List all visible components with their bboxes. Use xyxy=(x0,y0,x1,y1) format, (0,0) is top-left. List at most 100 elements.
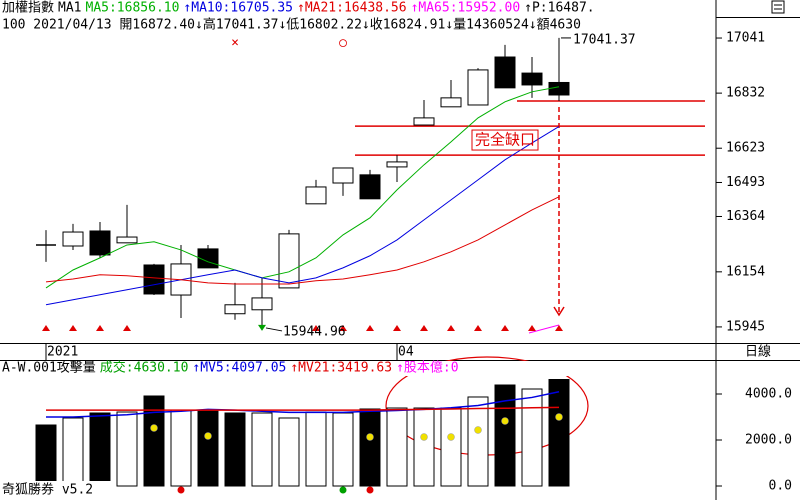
candle-body xyxy=(386,161,408,168)
signal-marker xyxy=(447,325,455,331)
signal-marker xyxy=(555,325,563,331)
ma-line xyxy=(45,86,560,289)
volume-bar xyxy=(494,384,516,487)
volume-bar xyxy=(413,407,435,487)
legend-text: ↑MA10:16705.35 xyxy=(183,1,293,16)
volume-bar xyxy=(89,412,111,487)
legend-text: MA5:16856.10 xyxy=(86,1,180,16)
signal-marker xyxy=(420,325,428,331)
indicator-dot xyxy=(150,424,158,432)
candle-body xyxy=(332,167,354,184)
legend-text: ↑MA21:16438.56 xyxy=(297,1,407,16)
low-arrow xyxy=(258,324,266,331)
y-tick-label: 16364 xyxy=(726,209,765,224)
annotation-symbol: ○ xyxy=(339,36,347,51)
window-icon xyxy=(771,0,785,14)
legend-text: ↑股本億:0 xyxy=(396,360,458,376)
candle-body xyxy=(251,297,273,311)
signal-marker xyxy=(339,325,347,331)
y-tick-label: 16493 xyxy=(726,175,765,190)
volume-bar xyxy=(548,379,570,487)
y-tick-label: 0.0 xyxy=(769,479,792,494)
indicator-dot xyxy=(555,413,563,421)
ma-line xyxy=(45,126,560,306)
y-tick-label: 4000.0 xyxy=(745,386,792,401)
gap-arrow-head xyxy=(553,306,565,317)
legend-text: MA1 xyxy=(58,1,81,16)
gap-label: 完全缺口 xyxy=(475,131,535,149)
y-tick-label: 2000.0 xyxy=(745,433,792,448)
gap-label-box xyxy=(471,129,539,151)
signal-marker xyxy=(69,325,77,331)
candle-body xyxy=(413,117,435,126)
signal-marker xyxy=(96,325,104,331)
candle-body xyxy=(143,264,165,295)
legend-text: 成交:4630.10 xyxy=(100,360,189,376)
signal-marker xyxy=(501,325,509,331)
info-line: 100 2021/04/13 開16872.40↓高17041.37↓低1680… xyxy=(2,17,581,33)
candle-body xyxy=(116,236,138,244)
volume-bar xyxy=(251,412,273,487)
indicator-dot xyxy=(447,433,455,441)
candle-body xyxy=(224,304,246,315)
signal-marker xyxy=(393,325,401,331)
indicator-dot xyxy=(501,417,509,425)
signal-marker xyxy=(528,325,536,331)
legend-text: A-W.001攻擊量 xyxy=(2,360,96,376)
ma-line xyxy=(45,196,560,285)
candle-body xyxy=(440,97,462,108)
header-bg xyxy=(0,361,715,376)
candle-body xyxy=(305,186,327,205)
volume-bar xyxy=(62,417,84,487)
y-tick-label: 16623 xyxy=(726,141,765,156)
candle-body xyxy=(467,69,489,106)
plot-area: 加權指數 MA1 MA5:16856.10 ↑MA10:16705.35 ↑MA21:1… xyxy=(0,1,715,499)
volume-bar xyxy=(197,409,219,487)
candle-body xyxy=(521,72,543,86)
indicator-dot xyxy=(366,433,374,441)
annotation: 17041.37 xyxy=(573,32,636,47)
legend-text: ↑MV5:4097.05 xyxy=(192,361,286,376)
volume-bar xyxy=(332,412,354,487)
volume-bar xyxy=(305,411,327,487)
volume-bar xyxy=(467,396,489,487)
volume-bar xyxy=(440,407,462,487)
volume-bar xyxy=(116,411,138,487)
y-tick-label: 16832 xyxy=(726,86,765,101)
annotation-symbol: × xyxy=(231,36,239,51)
y-tick-label: 16154 xyxy=(726,264,765,279)
volume-bar xyxy=(224,412,246,487)
signal-marker xyxy=(366,325,374,331)
candle-body xyxy=(359,174,381,200)
legend-text: ↑MV21:3419.63 xyxy=(290,361,392,376)
candle-body xyxy=(494,56,516,89)
signal-dot xyxy=(339,486,347,494)
candle-body xyxy=(62,231,84,247)
candle-body xyxy=(548,81,570,96)
volume-bar xyxy=(170,409,192,487)
legend-text: 加權指數 xyxy=(2,1,54,16)
signal-marker xyxy=(474,325,482,331)
indicator-dot xyxy=(420,433,428,441)
annotation: 15944.96 xyxy=(283,324,346,339)
legend-text: ↑MA65:15952.00 xyxy=(411,1,521,16)
annotation-leader xyxy=(265,327,283,332)
mv-line xyxy=(46,391,560,418)
footer: 奇狐勝券 v5.2 xyxy=(2,482,93,498)
indicator-dot xyxy=(204,432,212,440)
y-tick-label: 15945 xyxy=(726,319,765,334)
indicator-dot xyxy=(474,426,482,434)
trend-stub xyxy=(528,324,560,334)
legend-text: ↑P:16487. xyxy=(524,1,594,16)
x-tick-label: 2021 xyxy=(47,345,78,360)
y-tick-label: 17041 xyxy=(726,31,765,46)
signal-dot xyxy=(177,486,185,494)
signal-marker xyxy=(312,325,320,331)
signal-dot xyxy=(366,486,374,494)
signal-marker xyxy=(42,325,50,331)
volume-bar xyxy=(386,407,408,487)
footer-bg xyxy=(0,481,116,499)
mv-line xyxy=(46,406,560,411)
x-tick-label: 04 xyxy=(398,345,414,360)
